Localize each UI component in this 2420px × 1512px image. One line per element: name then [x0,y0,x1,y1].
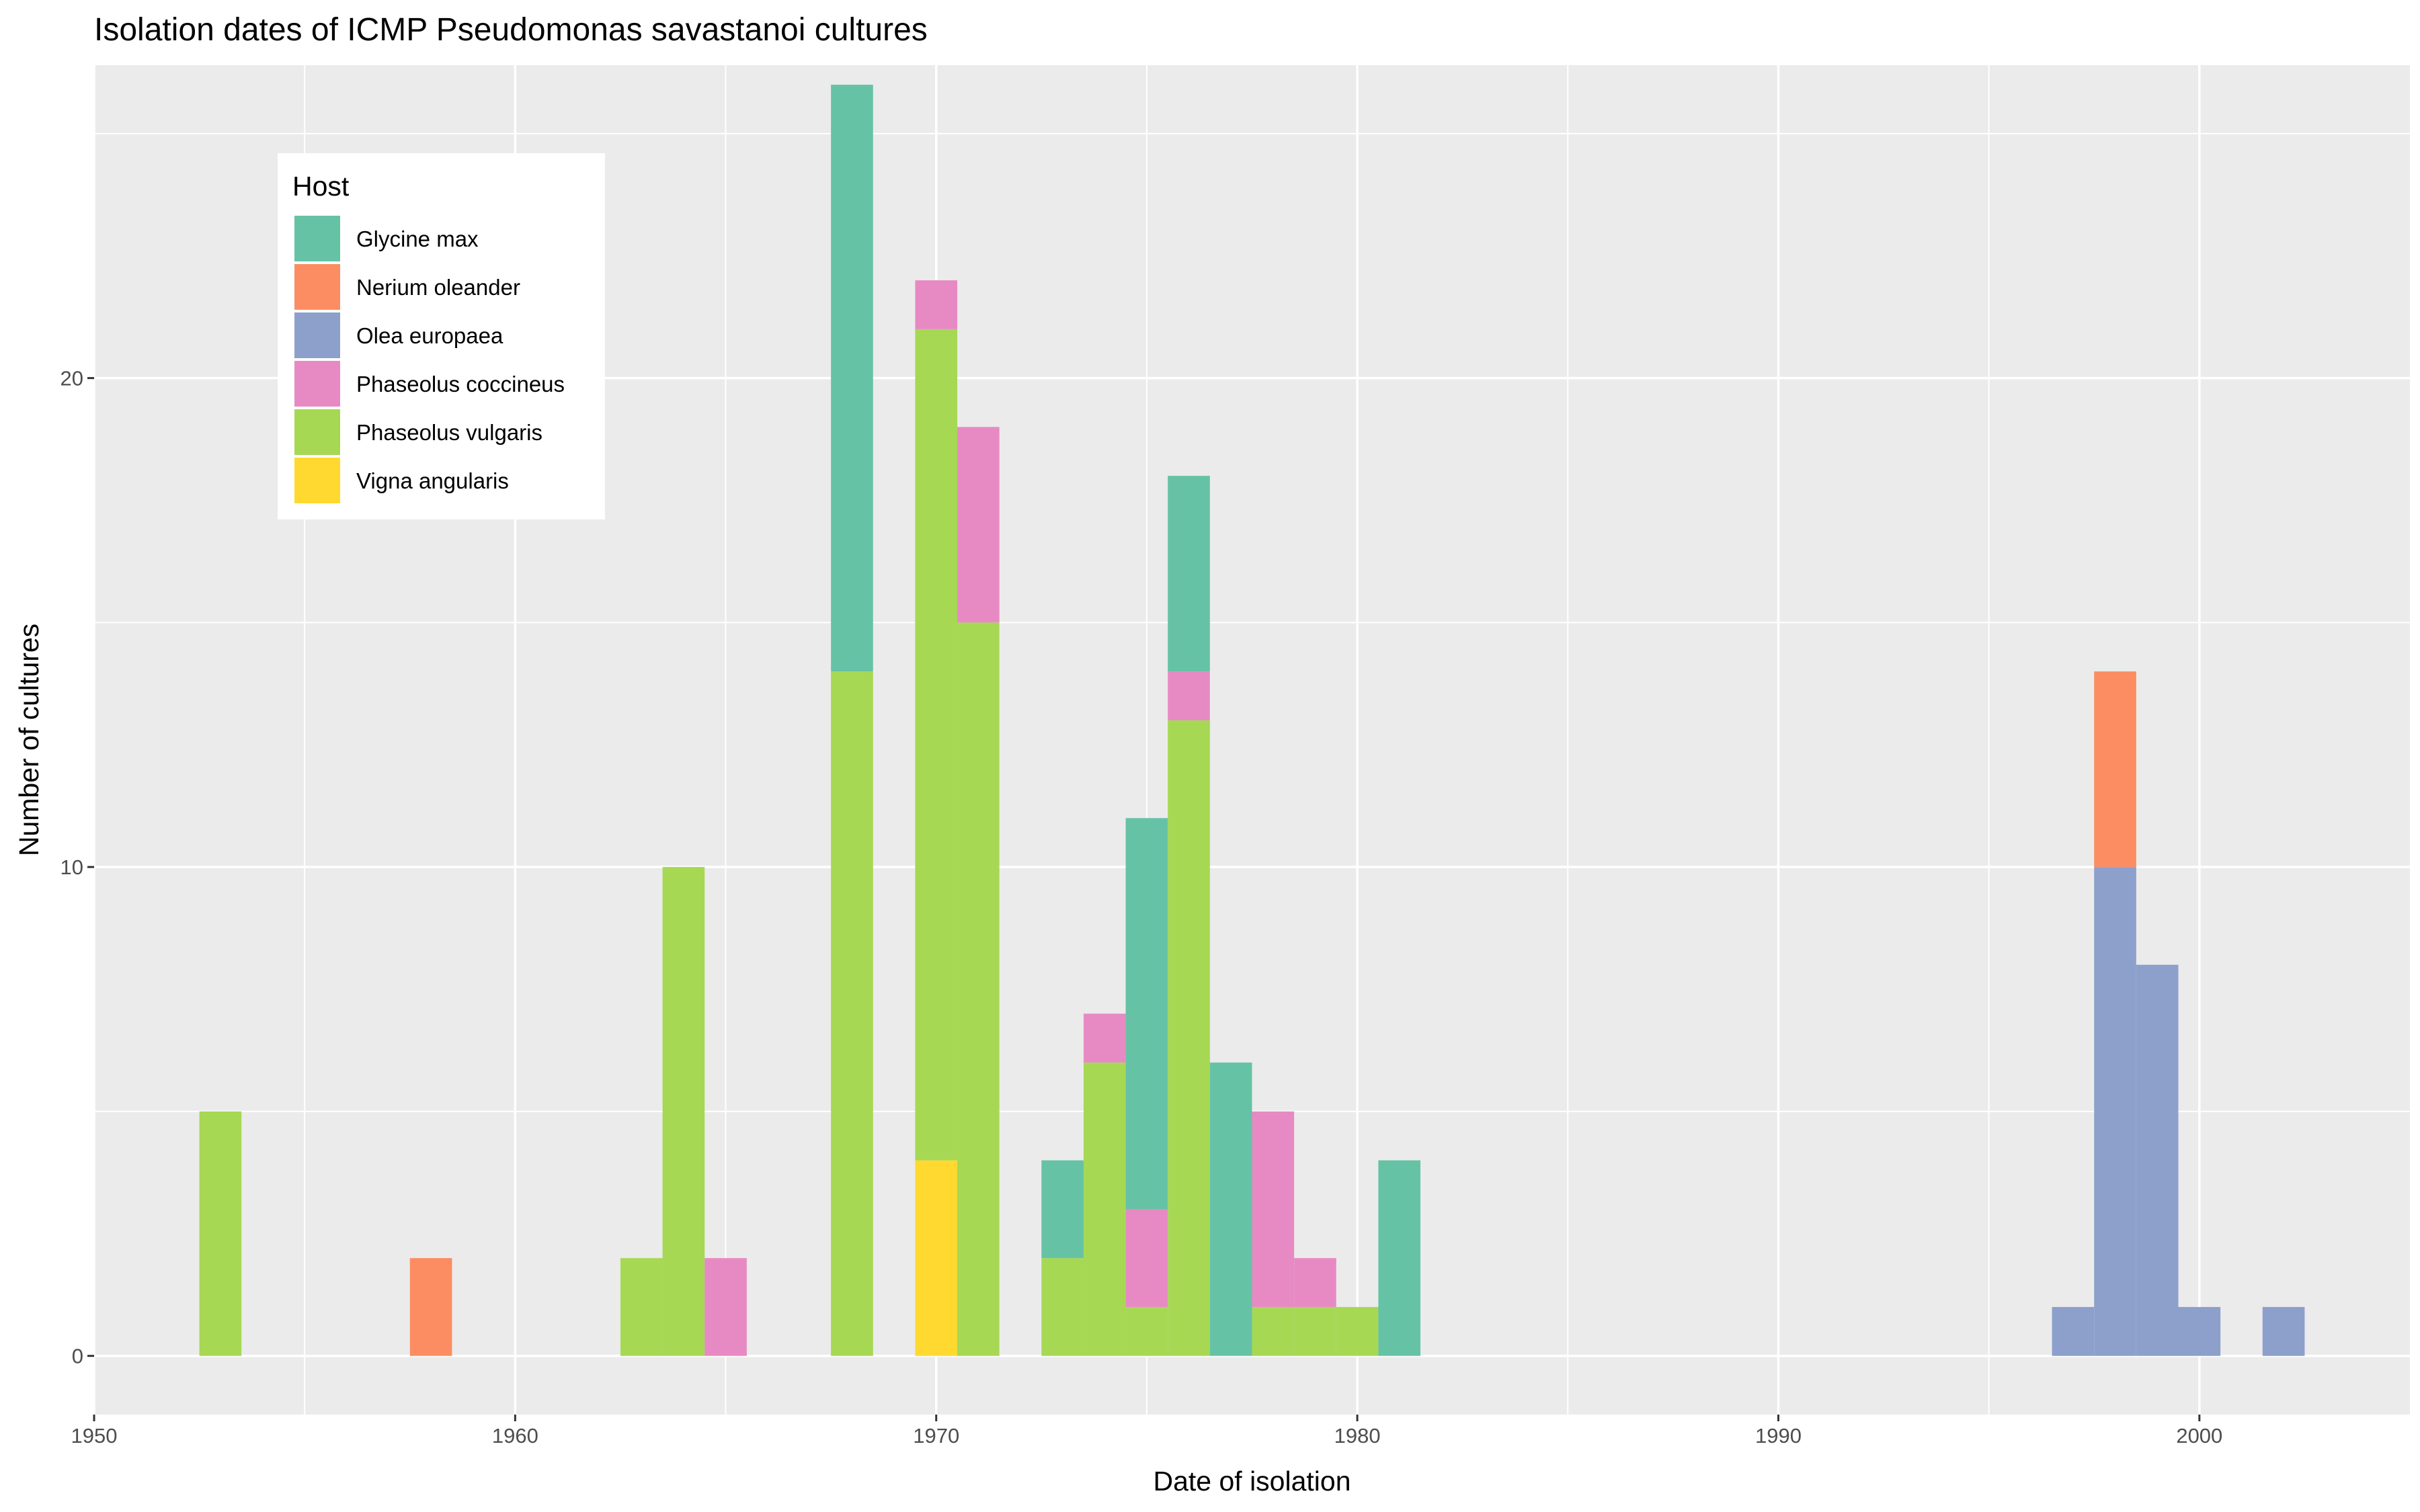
legend-swatch [294,312,340,358]
bar-segment [1168,476,1210,672]
bar-segment [957,622,1000,1356]
bars [199,85,2305,1356]
bar-segment [915,280,958,329]
bar-segment [1336,1306,1379,1356]
bar-segment [409,1258,452,1356]
legend-label: Vigna angularis [356,468,509,493]
legend-swatch [294,216,340,261]
legend-label: Phaseolus coccineus [356,372,565,396]
chart-title: Isolation dates of ICMP Pseudomonas sava… [94,12,928,48]
legend: Host Glycine max Nerium oleander Olea euro… [278,153,605,519]
bar-segment [915,329,958,1161]
bar-segment [2052,1306,2095,1356]
bar-segment [1083,1062,1126,1356]
bar-segment [199,1111,242,1356]
bar-segment [620,1258,663,1356]
axis-ticks [87,377,2201,1421]
legend-swatch [294,264,340,310]
legend-swatch [294,409,340,455]
bar-segment [662,867,705,1356]
y-tick-label: 20 [61,367,83,390]
x-axis-title: Date of isolation [1153,1466,1350,1497]
y-axis-title: Number of cultures [13,624,44,856]
bar-segment [1125,1306,1168,1356]
bar-segment [1041,1258,1084,1356]
x-tick-label: 1970 [913,1424,959,1447]
y-tick-label: 10 [61,855,83,879]
bar-segment [1168,720,1210,1356]
bar-segment [1294,1306,1336,1356]
legend-swatch [294,361,340,407]
legend-label: Olea europaea [356,323,503,348]
x-tick-label: 2000 [2176,1424,2222,1447]
bar-segment [831,671,873,1356]
bar-segment [2094,867,2136,1356]
bar-segment [1125,818,1168,1210]
bar-segment [915,1160,958,1356]
bar-segment [704,1258,747,1356]
bar-segment [1125,1209,1168,1307]
bar-segment [1168,671,1210,720]
tick-labels: 1950 1960 1970 1980 1990 2000 0 10 20 [61,367,2223,1447]
bar-segment [1252,1111,1295,1307]
bar-segment [2136,964,2179,1356]
y-tick-label: 0 [72,1345,83,1368]
bar-segment [1041,1160,1084,1259]
bar-segment [1209,1062,1252,1356]
x-tick-label: 1990 [1755,1424,1802,1447]
legend-entries: Glycine max Nerium oleander Olea europaea P… [294,216,565,503]
bar-segment [1294,1258,1336,1307]
legend-label: Phaseolus vulgaris [356,420,542,445]
legend-label: Nerium oleander [356,275,520,300]
x-tick-label: 1950 [71,1424,118,1447]
x-tick-label: 1980 [1334,1424,1381,1447]
bar-segment [831,85,873,672]
legend-swatch [294,458,340,503]
bar-segment [2178,1306,2221,1356]
bar-segment [2094,671,2136,868]
bar-segment [1252,1306,1295,1356]
legend-title: Host [292,171,350,202]
bar-segment [1083,1013,1126,1063]
legend-label: Glycine max [356,226,479,251]
x-tick-label: 1960 [492,1424,538,1447]
bar-segment [957,427,1000,623]
bar-segment [1378,1160,1421,1356]
bar-segment [2262,1306,2305,1356]
